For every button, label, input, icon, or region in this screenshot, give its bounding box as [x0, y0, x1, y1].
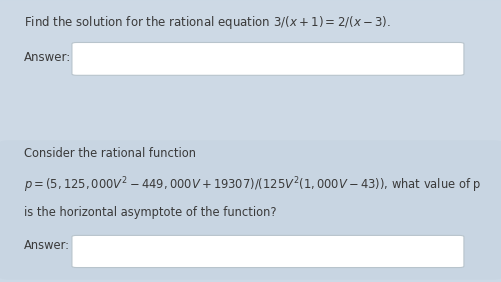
FancyBboxPatch shape [72, 235, 463, 268]
FancyBboxPatch shape [72, 43, 463, 75]
Text: $p=(5,125,000V^2-449,000V+19307)/(125V^2(1,000V-43))$, what value of p: $p=(5,125,000V^2-449,000V+19307)/(125V^2… [24, 175, 480, 195]
Text: Answer:: Answer: [24, 51, 71, 64]
Text: Consider the rational function: Consider the rational function [24, 147, 195, 160]
FancyBboxPatch shape [0, 140, 501, 280]
Text: is the horizontal asymptote of the function?: is the horizontal asymptote of the funct… [24, 206, 276, 219]
Text: Find the solution for the rational equation $3/(x+1)=2/(x-3)$.: Find the solution for the rational equat… [24, 14, 390, 31]
Text: Answer:: Answer: [24, 239, 70, 252]
FancyBboxPatch shape [0, 0, 501, 142]
